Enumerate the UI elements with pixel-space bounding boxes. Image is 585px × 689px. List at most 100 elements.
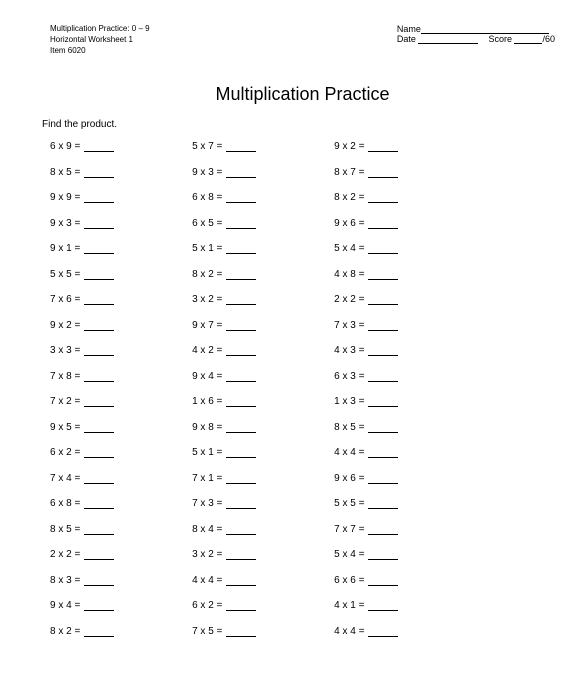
answer-blank[interactable] [84,220,114,229]
answer-blank[interactable] [84,347,114,356]
problem-text: 8 x 2 = [192,269,225,280]
answer-blank[interactable] [368,194,398,203]
answer-blank[interactable] [84,373,114,382]
score-total: /60 [542,34,555,44]
answer-blank[interactable] [226,322,256,331]
answer-blank[interactable] [84,475,114,484]
problem-text: 5 x 1 = [192,243,225,254]
problem-text: 9 x 8 = [192,422,225,433]
problem: 9 x 6 = [334,474,398,484]
answer-blank[interactable] [84,398,114,407]
answer-blank[interactable] [84,628,114,637]
problem: 5 x 5 = [50,270,114,280]
problem-text: 8 x 5 = [334,422,367,433]
problem: 9 x 9 = [50,193,114,203]
problem: 4 x 1 = [334,601,398,611]
problem: 9 x 2 = [50,321,114,331]
problem: 6 x 8 = [192,193,256,203]
problem-text: 5 x 1 = [192,447,225,458]
answer-blank[interactable] [226,220,256,229]
answer-blank[interactable] [226,271,256,280]
answer-blank[interactable] [84,551,114,560]
problem-text: 7 x 6 = [50,294,83,305]
problem: 4 x 2 = [192,346,256,356]
answer-blank[interactable] [84,143,114,152]
problem-text: 1 x 3 = [334,396,367,407]
answer-blank[interactable] [226,169,256,178]
answer-blank[interactable] [84,577,114,586]
answer-blank[interactable] [368,220,398,229]
problem-text: 9 x 4 = [50,600,83,611]
problem: 9 x 4 = [192,372,256,382]
answer-blank[interactable] [226,526,256,535]
answer-blank[interactable] [84,500,114,509]
answer-blank[interactable] [368,500,398,509]
answer-blank[interactable] [368,347,398,356]
answer-blank[interactable] [368,271,398,280]
answer-blank[interactable] [226,551,256,560]
answer-blank[interactable] [84,424,114,433]
answer-blank[interactable] [226,373,256,382]
problem: 2 x 2 = [334,295,398,305]
header: Multiplication Practice: 0 – 9 Horizonta… [50,24,555,56]
answer-blank[interactable] [84,526,114,535]
answer-blank[interactable] [226,424,256,433]
problem-text: 9 x 7 = [192,320,225,331]
answer-blank[interactable] [226,577,256,586]
answer-blank[interactable] [226,245,256,254]
problem-text: 7 x 7 = [334,524,367,535]
answer-blank[interactable] [368,169,398,178]
answer-blank[interactable] [226,500,256,509]
name-label: Name [397,24,421,34]
answer-blank[interactable] [84,271,114,280]
problem: 7 x 6 = [50,295,114,305]
answer-blank[interactable] [226,475,256,484]
answer-blank[interactable] [226,449,256,458]
date-blank[interactable] [418,34,478,44]
answer-blank[interactable] [368,628,398,637]
answer-blank[interactable] [226,398,256,407]
problem-text: 6 x 8 = [192,192,225,203]
answer-blank[interactable] [226,602,256,611]
problem-text: 5 x 5 = [334,498,367,509]
answer-blank[interactable] [368,245,398,254]
answer-blank[interactable] [226,296,256,305]
problem: 7 x 8 = [50,372,114,382]
answer-blank[interactable] [368,296,398,305]
answer-blank[interactable] [226,194,256,203]
answer-blank[interactable] [84,322,114,331]
answer-blank[interactable] [368,322,398,331]
answer-blank[interactable] [368,373,398,382]
answer-blank[interactable] [368,398,398,407]
header-line-1: Multiplication Practice: 0 – 9 [50,24,150,35]
answer-blank[interactable] [84,245,114,254]
answer-blank[interactable] [84,296,114,305]
answer-blank[interactable] [84,169,114,178]
answer-blank[interactable] [368,602,398,611]
answer-blank[interactable] [368,475,398,484]
problem: 3 x 2 = [192,295,256,305]
problem: 6 x 8 = [50,499,114,509]
problem: 6 x 3 = [334,372,398,382]
answer-blank[interactable] [84,194,114,203]
score-blank[interactable] [514,34,542,44]
name-blank[interactable] [421,24,549,34]
problem-text: 8 x 4 = [192,524,225,535]
problem: 6 x 6 = [334,576,398,586]
answer-blank[interactable] [84,449,114,458]
answer-blank[interactable] [368,577,398,586]
problem: 9 x 3 = [192,168,256,178]
problem-text: 9 x 3 = [50,218,83,229]
answer-blank[interactable] [368,424,398,433]
answer-blank[interactable] [368,551,398,560]
answer-blank[interactable] [226,628,256,637]
problem: 4 x 4 = [334,627,398,637]
answer-blank[interactable] [368,143,398,152]
answer-blank[interactable] [368,449,398,458]
answer-blank[interactable] [226,347,256,356]
answer-blank[interactable] [226,143,256,152]
problem-text: 9 x 2 = [50,320,83,331]
answer-blank[interactable] [368,526,398,535]
answer-blank[interactable] [84,602,114,611]
problem-text: 4 x 1 = [334,600,367,611]
